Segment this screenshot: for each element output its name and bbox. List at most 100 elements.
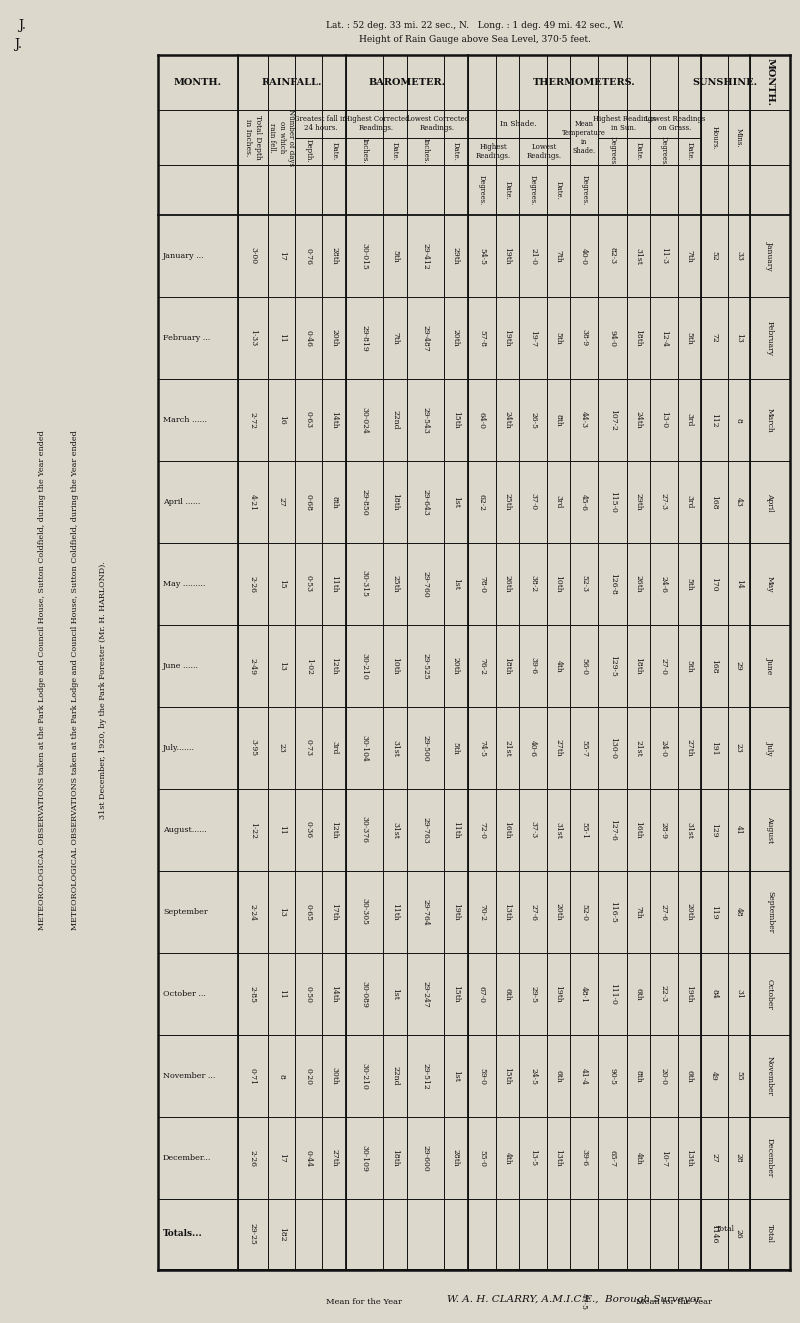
Text: April: April [766, 492, 774, 511]
Text: 41: 41 [735, 826, 743, 835]
Text: 31st: 31st [554, 822, 562, 839]
Text: 0·76: 0·76 [305, 247, 313, 265]
Text: 119: 119 [710, 905, 718, 919]
Text: 26th: 26th [634, 576, 642, 593]
Text: 2·26: 2·26 [249, 576, 257, 593]
Text: Totals...: Totals... [163, 1229, 202, 1238]
Text: 74·5: 74·5 [478, 740, 486, 757]
Text: 27th: 27th [554, 740, 562, 757]
Text: 30·089: 30·089 [361, 980, 369, 1007]
Text: 11th: 11th [330, 576, 338, 593]
Text: 72·0: 72·0 [478, 822, 486, 839]
Text: 25th: 25th [503, 493, 511, 511]
Text: 27th: 27th [330, 1150, 338, 1167]
Text: 3·95: 3·95 [249, 740, 257, 757]
Text: 0·46: 0·46 [305, 329, 313, 347]
Text: Total Depth
in Inches.: Total Depth in Inches. [244, 115, 262, 160]
Text: 5th: 5th [686, 660, 694, 672]
Text: 0·71: 0·71 [249, 1068, 257, 1085]
Text: June: June [766, 658, 774, 675]
Text: 23: 23 [735, 744, 743, 753]
Text: 28: 28 [735, 1154, 743, 1163]
Text: 30·210: 30·210 [361, 652, 369, 680]
Text: 6th: 6th [554, 1069, 562, 1082]
Text: 37·3: 37·3 [529, 822, 537, 839]
Text: 116·5: 116·5 [609, 901, 617, 923]
Text: Mean
Temperature
in
Shade.: Mean Temperature in Shade. [562, 119, 606, 155]
Text: 41·4: 41·4 [580, 1068, 588, 1085]
Text: Total: Total [766, 1225, 774, 1244]
Text: 2·26: 2·26 [249, 1150, 257, 1167]
Text: 84: 84 [710, 990, 718, 999]
Text: 31st December, 1920, by the Park Forester (Mr. H. HARLOND).: 31st December, 1920, by the Park Foreste… [99, 561, 107, 819]
Text: March ......: March ...... [163, 415, 207, 423]
Text: 27th: 27th [686, 740, 694, 757]
Text: METEOROLOGICAL OBSERVATIONS taken at the Park Lodge and Council House, Sutton Co: METEOROLOGICAL OBSERVATIONS taken at the… [71, 430, 79, 930]
Text: 5th: 5th [554, 332, 562, 344]
Text: 16: 16 [278, 415, 286, 425]
Text: 30·210: 30·210 [361, 1062, 369, 1089]
Text: Highest
Readings.: Highest Readings. [475, 143, 510, 160]
Text: Date.: Date. [330, 142, 338, 160]
Text: 27·3: 27·3 [660, 493, 668, 511]
Text: Date.: Date. [391, 142, 399, 160]
Text: 27: 27 [278, 497, 286, 507]
Text: Mean for the Year: Mean for the Year [326, 1298, 402, 1306]
Text: October ...: October ... [163, 990, 206, 998]
Text: 48: 48 [735, 908, 743, 917]
Text: 17th: 17th [330, 904, 338, 921]
Text: 44·3: 44·3 [580, 411, 588, 429]
Text: 24th: 24th [634, 411, 642, 429]
Text: 18th: 18th [634, 329, 642, 347]
Text: 0·63: 0·63 [305, 411, 313, 429]
Text: November ...: November ... [163, 1072, 215, 1080]
Text: 0·65: 0·65 [305, 904, 313, 921]
Text: 30·104: 30·104 [361, 734, 369, 762]
Text: 18th: 18th [391, 493, 399, 511]
Text: 24th: 24th [503, 411, 511, 429]
Text: 19th: 19th [554, 986, 562, 1003]
Text: Date.: Date. [686, 142, 694, 160]
Text: 12th: 12th [330, 822, 338, 839]
Text: 12·4: 12·4 [660, 329, 668, 347]
Text: 16th: 16th [503, 822, 511, 839]
Text: 6th: 6th [686, 1069, 694, 1082]
Text: August......: August...... [163, 826, 206, 833]
Text: 191: 191 [710, 741, 718, 755]
Text: 4th: 4th [634, 1151, 642, 1164]
Text: 13th: 13th [686, 1150, 694, 1167]
Text: 29·760: 29·760 [422, 570, 430, 598]
Text: 13: 13 [735, 333, 743, 343]
Text: 29·543: 29·543 [422, 406, 430, 434]
Text: 11·3: 11·3 [660, 247, 668, 265]
Text: Greatest fall in
24 hours.: Greatest fall in 24 hours. [294, 115, 347, 132]
Text: May: May [766, 576, 774, 593]
Text: 48·1: 48·1 [580, 986, 588, 1003]
Text: 168: 168 [710, 659, 718, 673]
Text: 30·376: 30·376 [361, 816, 369, 844]
Text: 27·6: 27·6 [529, 904, 537, 921]
Text: 15th: 15th [503, 1068, 511, 1085]
Text: 170: 170 [710, 577, 718, 591]
Text: 129: 129 [710, 823, 718, 837]
Text: 20th: 20th [686, 904, 694, 921]
Text: 27: 27 [710, 1154, 718, 1163]
Text: 5th: 5th [391, 250, 399, 262]
Text: 21·0: 21·0 [529, 247, 537, 265]
Text: 10th: 10th [391, 658, 399, 675]
Text: October: October [766, 979, 774, 1009]
Text: July.......: July....... [163, 744, 195, 751]
Text: Total: Total [716, 1225, 735, 1233]
Text: 29·512: 29·512 [422, 1062, 430, 1089]
Text: 14th: 14th [330, 411, 338, 429]
Text: 30th: 30th [330, 1068, 338, 1085]
Text: 0·68: 0·68 [305, 493, 313, 511]
Text: 1st: 1st [452, 496, 460, 508]
Text: 18th: 18th [634, 658, 642, 675]
Text: 168: 168 [710, 495, 718, 509]
Text: 3rd: 3rd [330, 741, 338, 754]
Text: Lowest Corrected
Readings.: Lowest Corrected Readings. [406, 115, 469, 132]
Text: 127·6: 127·6 [609, 819, 617, 841]
Text: 111·0: 111·0 [609, 983, 617, 1005]
Text: 20th: 20th [452, 329, 460, 347]
